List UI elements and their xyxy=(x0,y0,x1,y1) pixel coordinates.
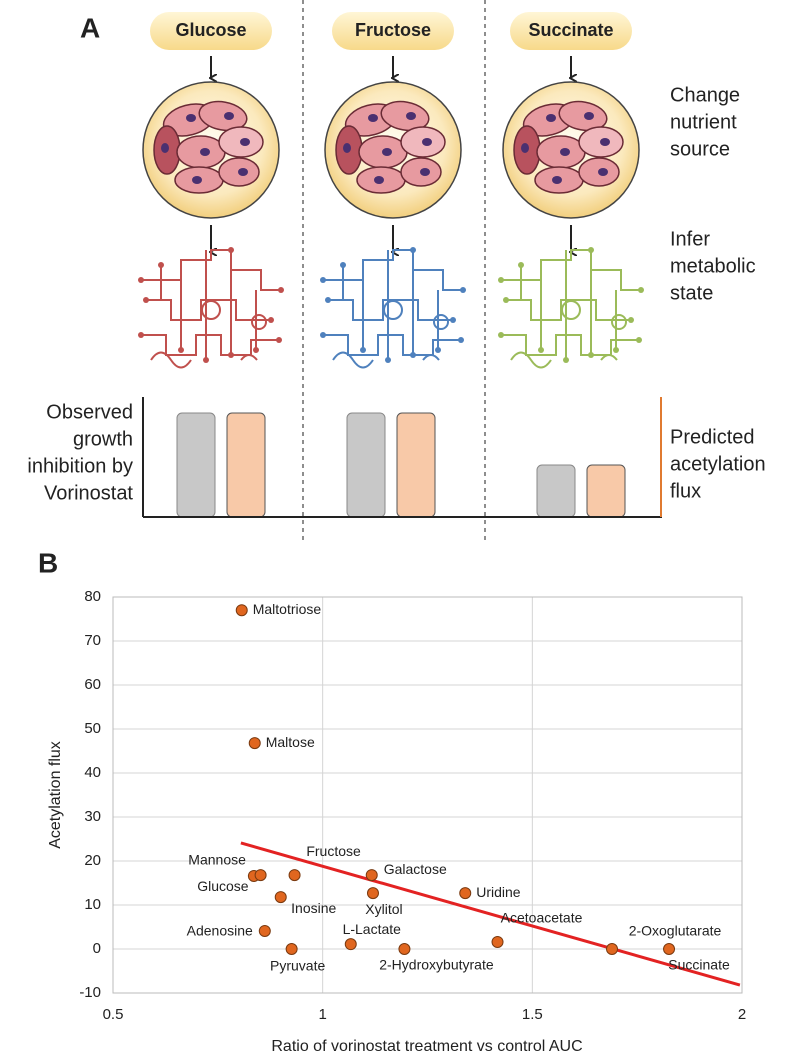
y-axis-label: Acetylation flux xyxy=(47,741,64,849)
nutrient-pill xyxy=(510,12,632,50)
point xyxy=(663,943,676,955)
point-label: Inosine xyxy=(291,900,336,916)
point-label: Xylitol xyxy=(365,901,402,917)
point xyxy=(254,869,267,882)
side-label: Infer xyxy=(670,228,710,250)
side-label: inhibition by xyxy=(27,455,133,477)
point-label: 2-Oxoglutarate xyxy=(629,923,722,939)
side-label: Vorinostat xyxy=(44,482,133,504)
nutrient: Fructose xyxy=(355,20,431,40)
y-tick-label: 70 xyxy=(84,632,101,649)
y-tick-label: 20 xyxy=(84,852,101,869)
side-label: Observed xyxy=(46,401,133,423)
y-tick-label: 0 xyxy=(93,940,101,957)
point xyxy=(274,891,287,904)
point-label: Adenosine xyxy=(187,923,253,939)
point xyxy=(459,887,472,900)
y-tick-label: 40 xyxy=(84,764,101,781)
point xyxy=(365,869,378,882)
side-label: metabolic xyxy=(670,255,756,277)
trend-line xyxy=(240,841,741,987)
side-label: flux xyxy=(670,480,701,502)
nutrient: Succinate xyxy=(528,20,613,40)
y-tick-label: 30 xyxy=(84,808,101,825)
side-label: growth xyxy=(73,428,133,450)
point-label: L-Lactate xyxy=(343,921,402,937)
point xyxy=(285,943,298,955)
side-label: source xyxy=(670,138,730,160)
point-label: Maltotriose xyxy=(253,601,322,617)
point-label: Maltose xyxy=(266,734,315,750)
x-tick-label: 1.5 xyxy=(522,1006,543,1023)
point-label: Fructose xyxy=(306,843,361,859)
column-fructose: Fructose xyxy=(319,12,467,518)
point-label: Glucose xyxy=(197,878,249,894)
y-tick-label: -10 xyxy=(79,984,101,1001)
x-axis-label: Ratio of vorinostat treatment vs control… xyxy=(271,1038,582,1055)
point xyxy=(235,604,248,617)
point-label: Acetoacetate xyxy=(501,910,583,926)
y-tick-label: 50 xyxy=(84,720,101,737)
side-text: Change nutrient source Infer metabolic s… xyxy=(27,84,765,504)
point xyxy=(491,935,504,948)
panel-label: A xyxy=(80,12,100,43)
point-label: Galactose xyxy=(384,861,447,877)
nutrient-pill xyxy=(332,12,454,50)
point-label: Pyruvate xyxy=(270,958,325,974)
nutrient-pill xyxy=(150,12,272,50)
point xyxy=(398,943,411,955)
y-tick-label: 10 xyxy=(84,896,101,913)
point xyxy=(248,737,261,750)
plot: -10 0 10 20 30 40 50 60 70 80 0.5 1 1.5 2 Maltotriose M… xyxy=(79,588,746,1023)
side-label: Change xyxy=(670,84,740,106)
x-tick-label: 2 xyxy=(738,1006,746,1023)
point xyxy=(288,869,301,882)
side-label: Predicted xyxy=(670,426,755,448)
panel-label: B xyxy=(38,547,58,578)
point-label: Succinate xyxy=(668,957,730,973)
point xyxy=(258,924,271,937)
point-label: 2-Hydroxybutyrate xyxy=(379,957,494,973)
side-label: acetylation xyxy=(670,453,766,475)
point-label: Mannose xyxy=(188,852,246,868)
y-tick-label: 60 xyxy=(84,676,101,693)
point xyxy=(366,887,379,900)
plot-frame xyxy=(112,596,743,994)
point-label: Uridine xyxy=(476,884,521,900)
side-label: state xyxy=(670,282,713,304)
column-glucose: Glucose xyxy=(137,12,285,518)
point xyxy=(344,938,357,951)
dividers xyxy=(302,0,486,540)
point xyxy=(606,943,619,955)
y-tick-label: 80 xyxy=(84,588,101,605)
nutrient: Glucose xyxy=(175,20,246,40)
side-label: nutrient xyxy=(670,111,737,133)
column-succinate: Succinate xyxy=(497,12,645,518)
x-tick-label: 0.5 xyxy=(103,1006,124,1023)
x-tick-label: 1 xyxy=(318,1006,326,1023)
